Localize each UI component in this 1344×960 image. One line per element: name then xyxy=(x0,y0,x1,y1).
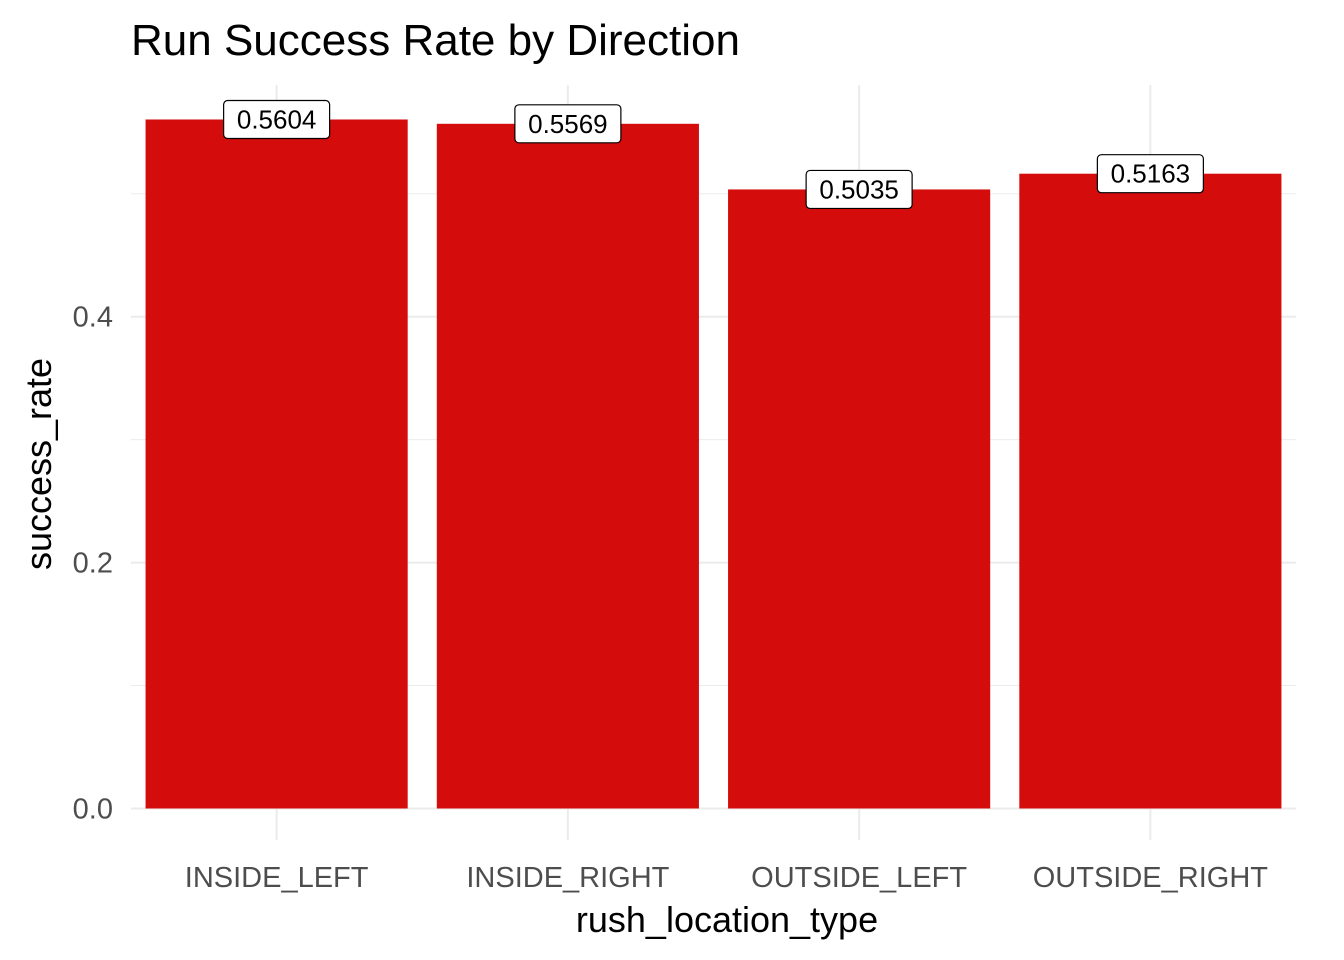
x-axis-title: rush_location_type xyxy=(576,899,878,940)
data-label-box xyxy=(805,169,913,210)
y-tick-label: 0.4 xyxy=(73,302,113,334)
data-label-box xyxy=(514,104,622,144)
bar-inside-right xyxy=(436,123,699,809)
bars xyxy=(145,119,1282,809)
data-label-text: 0.5035 xyxy=(819,174,899,204)
data-label: 0.5604 xyxy=(223,99,331,140)
chart-title: Run Success Rate by Direction xyxy=(131,16,740,65)
x-tick-label: OUTSIDE_RIGHT xyxy=(1033,862,1269,894)
data-label-box xyxy=(1096,154,1204,194)
y-axis-title: success_rate xyxy=(18,358,59,570)
x-tick-label: INSIDE_LEFT xyxy=(185,862,369,894)
y-axis-tick-labels: 0.0 0.2 0.4 xyxy=(73,302,113,826)
data-label-text: 0.5163 xyxy=(1111,159,1191,189)
y-tick-label: 0.2 xyxy=(73,548,113,580)
x-tick-label: INSIDE_RIGHT xyxy=(466,862,669,894)
y-tick-label: 0.0 xyxy=(73,794,113,826)
x-axis-tick-labels: INSIDE_LEFT INSIDE_RIGHT OUTSIDE_LEFT OUTSI… xyxy=(185,862,1269,894)
bar-outside-right xyxy=(1019,173,1282,809)
data-labels: 0.5604 0.5569 0.5035 0.5163 xyxy=(223,99,1204,210)
bar-outside-left xyxy=(728,189,991,809)
data-label: 0.5163 xyxy=(1096,154,1204,194)
data-label: 0.5035 xyxy=(805,169,913,210)
x-tick-label: OUTSIDE_LEFT xyxy=(751,862,967,894)
data-label-text: 0.5604 xyxy=(237,104,317,134)
data-label-text: 0.5569 xyxy=(528,109,608,139)
data-label: 0.5569 xyxy=(514,104,622,144)
bar-inside-left xyxy=(145,119,408,809)
data-label-box xyxy=(223,99,331,140)
